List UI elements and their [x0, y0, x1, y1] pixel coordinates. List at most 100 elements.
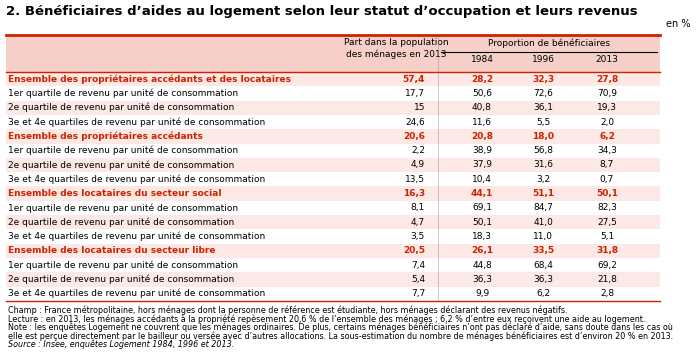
- Text: 69,2: 69,2: [597, 261, 617, 270]
- Text: 2e quartile de revenu par unité de consommation: 2e quartile de revenu par unité de conso…: [8, 103, 234, 113]
- Text: 2e quartile de revenu par unité de consommation: 2e quartile de revenu par unité de conso…: [8, 217, 234, 227]
- Text: 2,0: 2,0: [600, 118, 614, 126]
- Text: 11,6: 11,6: [472, 118, 492, 126]
- Text: Proportion de bénéficiaires: Proportion de bénéficiaires: [488, 38, 610, 48]
- Text: 6,2: 6,2: [536, 289, 550, 298]
- Text: 15: 15: [413, 103, 425, 112]
- Text: en %: en %: [666, 19, 690, 29]
- Text: 27,8: 27,8: [596, 74, 618, 84]
- Text: 5,1: 5,1: [600, 232, 614, 241]
- Text: 1er quartile de revenu par unité de consommation: 1er quartile de revenu par unité de cons…: [8, 89, 238, 98]
- Text: 50,1: 50,1: [472, 218, 492, 227]
- Bar: [6, 215, 660, 229]
- Text: 3e et 4e quartiles de revenu par unité de consommation: 3e et 4e quartiles de revenu par unité d…: [8, 174, 266, 184]
- Text: 20,5: 20,5: [403, 246, 425, 255]
- Text: Source : Insee, enquêtes Logement 1984, 1996 et 2013.: Source : Insee, enquêtes Logement 1984, …: [8, 340, 234, 349]
- Bar: [6, 244, 660, 258]
- Text: 2e quartile de revenu par unité de consommation: 2e quartile de revenu par unité de conso…: [8, 275, 234, 284]
- Bar: [6, 201, 660, 215]
- Text: 51,1: 51,1: [532, 189, 554, 198]
- Text: 69,1: 69,1: [472, 203, 492, 213]
- Bar: [6, 172, 660, 186]
- Text: 16,3: 16,3: [403, 189, 425, 198]
- Text: 57,4: 57,4: [403, 74, 425, 84]
- Text: 31,8: 31,8: [596, 246, 618, 255]
- Text: Ensemble des locataires du secteur libre: Ensemble des locataires du secteur libre: [8, 246, 215, 255]
- Text: 34,3: 34,3: [597, 146, 617, 155]
- Bar: [6, 86, 660, 101]
- Bar: [6, 258, 660, 272]
- Bar: [6, 35, 660, 72]
- Text: 44,1: 44,1: [470, 189, 493, 198]
- Text: 2,2: 2,2: [411, 146, 425, 155]
- Bar: [6, 129, 660, 144]
- Text: 6,2: 6,2: [599, 132, 615, 141]
- Text: 5,5: 5,5: [536, 118, 550, 126]
- Text: 40,8: 40,8: [472, 103, 492, 112]
- Text: 18,3: 18,3: [472, 232, 492, 241]
- Text: 1er quartile de revenu par unité de consommation: 1er quartile de revenu par unité de cons…: [8, 146, 238, 155]
- Text: 4,7: 4,7: [411, 218, 425, 227]
- Text: 18,0: 18,0: [532, 132, 554, 141]
- Text: 7,7: 7,7: [411, 289, 425, 298]
- Text: 44,8: 44,8: [472, 261, 492, 270]
- Text: 36,3: 36,3: [533, 275, 553, 284]
- Bar: [6, 186, 660, 201]
- Text: 2. Bénéficiaires d’aides au logement selon leur statut d’occupation et leurs rev: 2. Bénéficiaires d’aides au logement sel…: [6, 5, 638, 18]
- Text: 68,4: 68,4: [533, 261, 553, 270]
- Bar: [6, 72, 660, 86]
- Text: 21,8: 21,8: [597, 275, 617, 284]
- Bar: [6, 287, 660, 301]
- Bar: [6, 115, 660, 129]
- Text: 84,7: 84,7: [533, 203, 553, 213]
- Text: 36,3: 36,3: [472, 275, 492, 284]
- Text: elle est perçue directement par le bailleur ou versée avec d’autres allocations.: elle est perçue directement par le baill…: [8, 331, 673, 341]
- Text: 10,4: 10,4: [472, 175, 492, 184]
- Text: 33,5: 33,5: [532, 246, 554, 255]
- Text: 36,1: 36,1: [533, 103, 553, 112]
- Text: 1984: 1984: [470, 55, 493, 64]
- Text: 3e et 4e quartiles de revenu par unité de consommation: 3e et 4e quartiles de revenu par unité d…: [8, 232, 266, 241]
- Text: 3e et 4e quartiles de revenu par unité de consommation: 3e et 4e quartiles de revenu par unité d…: [8, 289, 266, 298]
- Text: 19,3: 19,3: [597, 103, 617, 112]
- Text: 50,1: 50,1: [596, 189, 618, 198]
- Text: Part dans la population
des ménages en 2013: Part dans la population des ménages en 2…: [344, 38, 449, 59]
- Text: 28,2: 28,2: [471, 74, 493, 84]
- Text: 31,6: 31,6: [533, 161, 553, 169]
- Text: Lecture : en 2013, les ménages accédants à la propriété repèsement 20,6 % de l’e: Lecture : en 2013, les ménages accédants…: [8, 314, 645, 324]
- Bar: [6, 158, 660, 172]
- Text: 7,4: 7,4: [411, 261, 425, 270]
- Bar: [6, 101, 660, 115]
- Text: 41,0: 41,0: [533, 218, 553, 227]
- Text: Note : les enquêtes Logement ne couvrent que les ménages ordinaires. De plus, ce: Note : les enquêtes Logement ne couvrent…: [8, 323, 673, 332]
- Text: Ensemble des propriétaires accédants: Ensemble des propriétaires accédants: [8, 132, 203, 141]
- Text: 2e quartile de revenu par unité de consommation: 2e quartile de revenu par unité de conso…: [8, 160, 234, 170]
- Text: 1996: 1996: [532, 55, 555, 64]
- Text: 38,9: 38,9: [472, 146, 492, 155]
- Text: 27,5: 27,5: [597, 218, 617, 227]
- Text: 1er quartile de revenu par unité de consommation: 1er quartile de revenu par unité de cons…: [8, 260, 238, 270]
- Text: 26,1: 26,1: [471, 246, 493, 255]
- Bar: [6, 144, 660, 158]
- Text: 8,7: 8,7: [600, 161, 614, 169]
- Text: 3,5: 3,5: [411, 232, 425, 241]
- Text: 70,9: 70,9: [597, 89, 617, 98]
- Text: 2,8: 2,8: [600, 289, 614, 298]
- Text: 72,6: 72,6: [533, 89, 553, 98]
- Text: 20,8: 20,8: [471, 132, 493, 141]
- Text: 17,7: 17,7: [405, 89, 425, 98]
- Text: 24,6: 24,6: [405, 118, 425, 126]
- Text: Ensemble des propriétaires accédants et des locataires: Ensemble des propriétaires accédants et …: [8, 74, 291, 84]
- Text: 37,9: 37,9: [472, 161, 492, 169]
- Text: 82,3: 82,3: [597, 203, 617, 213]
- Text: Ensemble des locataires du secteur social: Ensemble des locataires du secteur socia…: [8, 189, 222, 198]
- Bar: [6, 229, 660, 244]
- Text: 9,9: 9,9: [475, 289, 489, 298]
- Text: 50,6: 50,6: [472, 89, 492, 98]
- Text: 8,1: 8,1: [411, 203, 425, 213]
- Text: 4,9: 4,9: [411, 161, 425, 169]
- Text: 5,4: 5,4: [411, 275, 425, 284]
- Text: 3,2: 3,2: [536, 175, 550, 184]
- Text: 20,6: 20,6: [403, 132, 425, 141]
- Text: 56,8: 56,8: [533, 146, 553, 155]
